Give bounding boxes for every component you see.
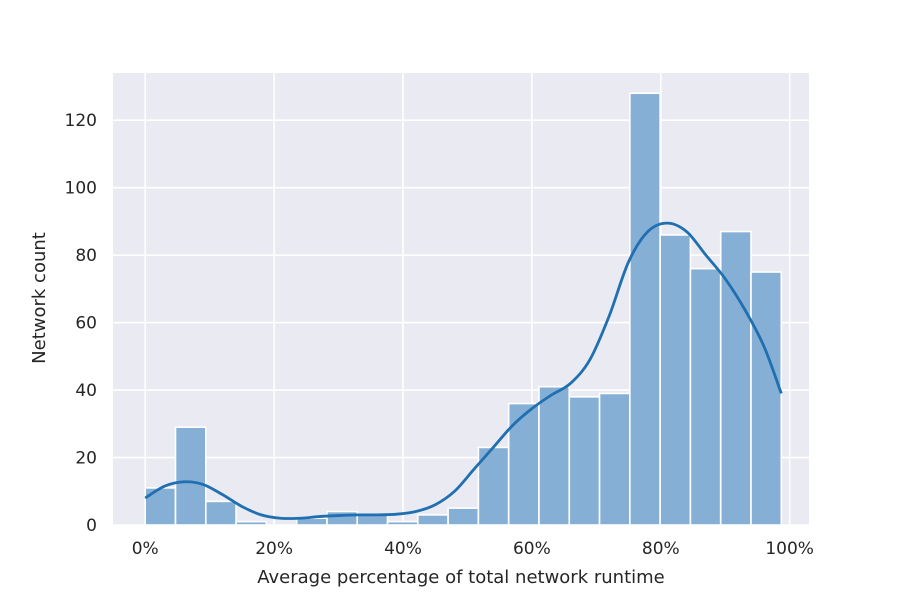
y-tick-label: 100 [65,179,97,199]
y-tick-label: 40 [75,381,97,401]
y-axis-label: Network count [29,232,50,364]
histogram-bar [205,500,237,526]
y-tick-label: 60 [75,314,97,334]
histogram-bar [538,385,571,526]
histogram-bar [629,92,661,526]
histogram-bar [235,520,268,526]
histogram-bar [750,271,783,526]
histogram-bar [659,234,692,526]
kde-curve [144,221,783,520]
x-tick-label: 0% [132,539,159,559]
histogram-bar [719,230,752,526]
y-tick-labels: 0 20 40 60 80 100 120 [65,111,97,536]
histogram-bar [356,514,389,526]
histogram-bar [174,426,207,526]
histogram-bar [507,402,540,526]
x-tick-label: 100% [765,539,814,559]
y-tick-label: 20 [75,449,97,469]
x-tick-label: 60% [513,539,551,559]
histogram-bar [447,507,480,526]
y-tick-label: 80 [75,246,97,266]
histogram-bar [326,510,359,526]
x-axis-label: Average percentage of total network runt… [257,567,665,588]
x-tick-labels: 0% 20% 40% 60% 80% 100% [132,539,814,559]
histogram-bar [689,267,722,526]
histogram-bar [386,520,419,526]
x-tick-label: 40% [384,539,422,559]
y-tick-label: 120 [65,111,97,131]
histogram-bar [598,392,631,526]
histogram-bar [417,514,449,526]
x-tick-label: 20% [255,539,293,559]
y-tick-label: 0 [86,516,97,536]
histogram-bar [568,396,601,526]
x-tick-label: 80% [642,539,680,559]
